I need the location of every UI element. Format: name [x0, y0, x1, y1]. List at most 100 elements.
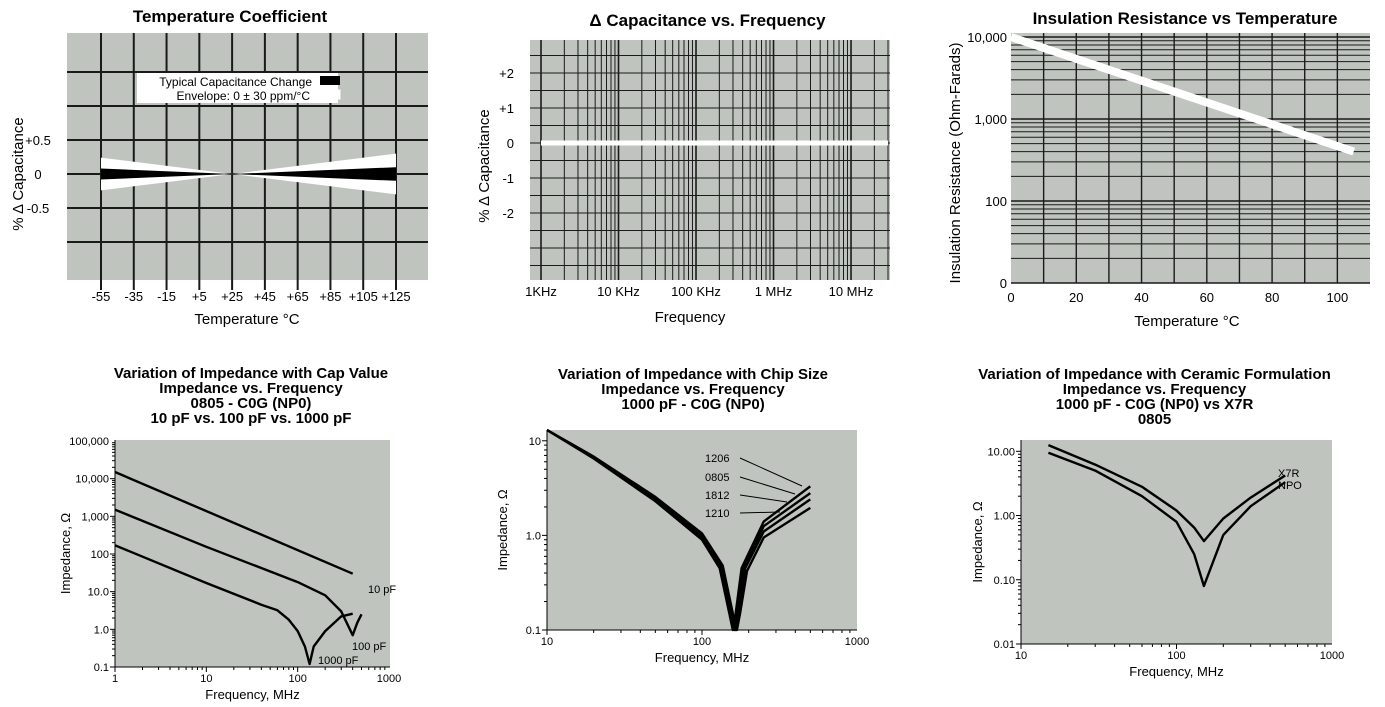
chart-ir-svg: 10,000 1,000 100 00 20 40 60 80 100 Temperature °… — [947, 30, 1370, 330]
chart-subtitle-1: Impedance vs. Frequency — [601, 381, 785, 398]
x-tick-label: +105 — [349, 289, 378, 304]
chart-impedance-chip-size: Variation of Impedance with Chip Size Im… — [462, 360, 924, 707]
y-tick-label: +0.5 — [25, 133, 51, 148]
x-tick-label: 20 — [1069, 290, 1083, 305]
y-axis-label: % Δ Capacitance — [476, 109, 493, 222]
y-tick-label: 1.0 — [94, 624, 109, 636]
x-tick-label: 10 — [1015, 650, 1027, 662]
y-tick-label: 0 — [507, 136, 514, 151]
chart-impedance-ceramic-formulation: Variation of Impedance with Ceramic Form… — [924, 360, 1385, 707]
x-tick-label: 10 MHz — [829, 284, 874, 299]
plot-area — [1011, 33, 1370, 283]
y-tick-label: 0 — [1000, 276, 1007, 291]
y-tick-label: -1 — [502, 171, 514, 186]
series-label: X7R — [1278, 468, 1299, 480]
y-tick-label: 100,000 — [69, 436, 109, 448]
y-tick-label: -0.5 — [27, 201, 49, 216]
series-line-npo — [1047, 451, 1286, 588]
x-axis-label: Frequency, MHz — [655, 650, 749, 665]
x-tick-label: 1000 — [377, 673, 401, 685]
chart-subtitle-2: 0805 - C0G (NP0) — [190, 395, 312, 412]
x-tick-label: 10 — [200, 673, 212, 685]
x-tick-label: 1KHz — [525, 284, 557, 299]
y-axis-label: Impedance, Ω — [970, 501, 985, 583]
chart-title: Temperature Coefficient — [132, 7, 328, 26]
chart-cf-svg: +2 +1 0 -1 -2 1KHz 10 KHz 100 KHz 1 MHz 10 MHz Fre… — [476, 40, 890, 326]
y-axis-label: Insulation Resistance (Ohm-Farads) — [947, 43, 964, 284]
x-tick-label: 1 — [112, 673, 118, 685]
y-tick-label: +2 — [499, 66, 514, 81]
chart-title: Variation of Impedance with Ceramic Form… — [978, 366, 1331, 383]
y-tick-label: 1.0 — [526, 530, 541, 542]
chart-capacitance-vs-frequency: Δ Capacitance vs. Frequency +2 +1 0 -1 -2 1KH… — [460, 0, 925, 340]
x-tick-label: +65 — [287, 289, 309, 304]
typical-band — [101, 167, 396, 181]
x-tick-label: 1 MHz — [755, 284, 793, 299]
x-tick-label: 80 — [1265, 290, 1279, 305]
chart-subtitle-2: 1000 pF - C0G (NP0) — [621, 396, 765, 413]
y-tick-label: 10.00 — [987, 446, 1015, 458]
chart-z-cap-svg: 100,000 10,000 1,000 100 10.0 1.0 0.11 10 100 100… — [58, 436, 401, 702]
x-tick-label: +45 — [254, 289, 276, 304]
plot-area — [1021, 440, 1332, 644]
x-tick-label: +125 — [381, 289, 410, 304]
legend-label-typical: Typical Capacitance Change — [159, 75, 312, 89]
y-tick-label: 1,000 — [81, 511, 109, 523]
x-tick-label: -15 — [157, 289, 176, 304]
x-axis-label: Temperature °C — [194, 311, 299, 328]
chart-subtitle-1: Impedance vs. Frequency — [1062, 381, 1247, 398]
chart-title: Variation of Impedance with Chip Size — [557, 366, 829, 383]
series-label-leader — [739, 476, 796, 495]
series-label: NPO — [1278, 480, 1302, 492]
x-tick-label: -35 — [124, 289, 143, 304]
legend-swatch-envelope — [319, 89, 341, 100]
y-tick-label: 10.0 — [88, 587, 109, 599]
plot-area — [547, 430, 857, 630]
x-tick-label: 1000 — [1320, 650, 1344, 662]
y-axis-label: Impedance, Ω — [58, 513, 73, 595]
chart-insulation-resistance: Insulation Resistance vs Temperature 10,… — [925, 0, 1385, 340]
y-tick-label: 10,000 — [967, 30, 1007, 45]
series-line-1000-pf — [114, 544, 353, 666]
y-tick-label: 1.00 — [994, 511, 1015, 523]
chart-title: Insulation Resistance vs Temperature — [1032, 9, 1338, 28]
y-tick-label: +1 — [499, 101, 514, 116]
x-tick-label: +25 — [221, 289, 243, 304]
y-tick-label: 1,000 — [974, 112, 1007, 127]
series-label-leader — [739, 511, 781, 514]
chart-impedance-cap-value: Variation of Impedance with Cap Value Im… — [0, 360, 462, 707]
x-tick-label: 10 — [541, 636, 553, 648]
chart-subtitle-3: 0805 — [1137, 411, 1172, 428]
series-label-leader — [739, 457, 803, 487]
x-axis-label: Frequency, MHz — [205, 687, 299, 702]
x-tick-label: 100 — [693, 636, 711, 648]
y-tick-label: -2 — [502, 206, 514, 221]
x-tick-label: -55 — [92, 289, 111, 304]
chart-title: Variation of Impedance with Cap Value — [113, 365, 389, 382]
y-tick-label: 0.10 — [994, 575, 1015, 587]
y-tick-label: 10,000 — [75, 474, 109, 486]
chart-title: Δ Capacitance vs. Frequency — [589, 11, 826, 30]
series-line-insulation — [1009, 33, 1355, 156]
x-axis-label: Frequency, MHz — [1129, 664, 1223, 679]
x-axis-label: Temperature °C — [1134, 313, 1239, 330]
legend-box — [137, 73, 338, 103]
series-label: 1210 — [705, 508, 729, 520]
chart-tc-svg: -55 -35 -15 +5 +25 +45 +65 +85 +105 +125 +0.5 0 -0.5… — [10, 33, 428, 328]
series-line-x7r — [1047, 443, 1286, 543]
chart-temperature-coefficient: Temperature Coefficient -55 -35 -15 +5 +25 +4… — [0, 0, 460, 340]
y-axis-label: % Δ Capacitance — [10, 117, 27, 230]
series-label: 0805 — [705, 472, 729, 484]
chart-subtitle-1: Impedance vs. Frequency — [159, 380, 343, 397]
y-tick-label: 0 — [34, 167, 41, 182]
plot-area — [115, 440, 390, 667]
x-axis-label: Frequency — [655, 309, 726, 326]
series-label: 1812 — [705, 490, 729, 502]
y-tick-label: 0.1 — [526, 625, 541, 637]
series-label: 1206 — [705, 453, 729, 465]
x-tick-label: 100 — [288, 673, 306, 685]
y-tick-label: 100 — [91, 549, 109, 561]
x-tick-label: +5 — [192, 289, 207, 304]
legend-label-envelope: Envelope: 0 ± 30 ppm/°C — [177, 89, 311, 103]
